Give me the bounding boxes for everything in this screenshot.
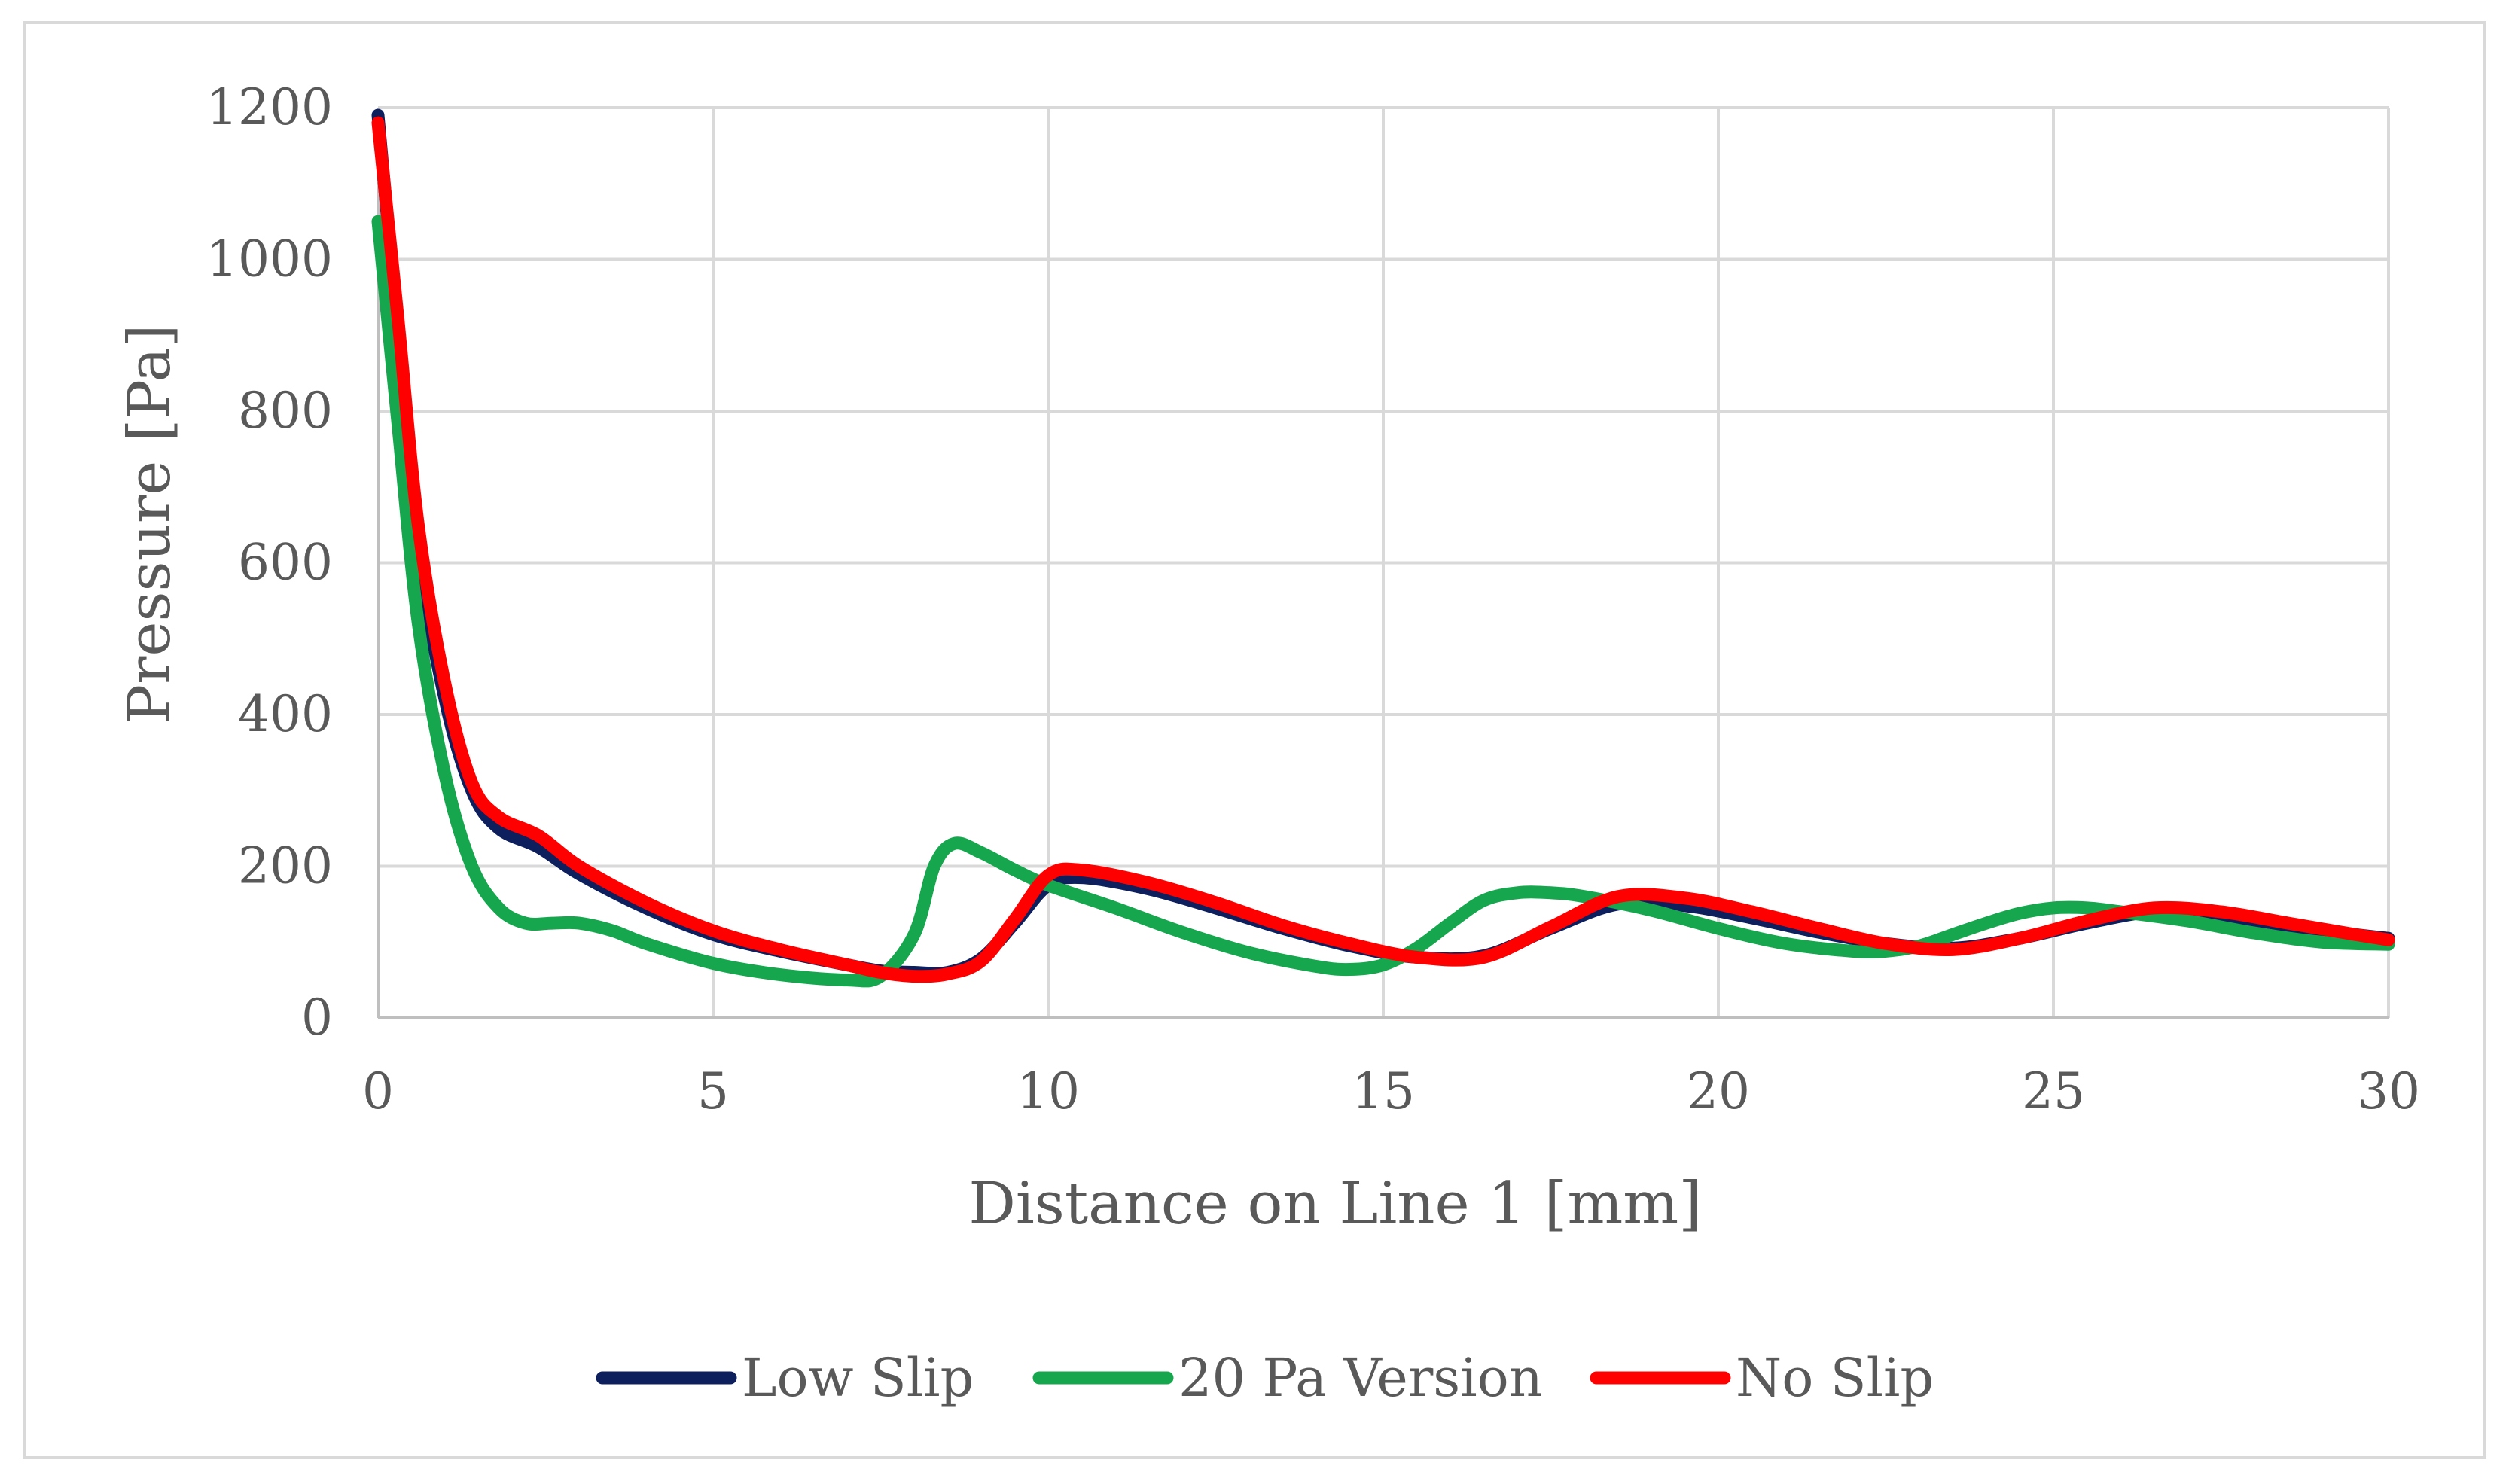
series-lines	[371, 108, 2395, 988]
x-tick-label: 20	[1687, 1062, 1750, 1120]
x-tick-label: 10	[1017, 1062, 1080, 1120]
y-tick-labels: 0 200 400 600 800 1000 1200	[206, 78, 333, 1047]
gridlines	[378, 106, 2390, 1018]
x-tick-label: 0	[362, 1062, 394, 1120]
x-tick-label: 25	[2022, 1062, 2085, 1120]
y-tick-label: 0	[301, 989, 333, 1047]
legend-label: No Slip	[1736, 1347, 1934, 1409]
legend-label: 20 Pa Version	[1178, 1347, 1543, 1409]
x-tick-label: 30	[2357, 1062, 2420, 1120]
legend: Low Slip 20 Pa Version No Slip	[596, 1347, 1934, 1409]
y-tick-label: 200	[238, 837, 333, 895]
legend-label: Low Slip	[742, 1347, 974, 1409]
x-axis-title: Distance on Line 1 [mm]	[968, 1170, 1701, 1238]
y-tick-label: 400	[238, 685, 333, 743]
series-line-20-pa-version	[371, 215, 2395, 988]
x-tick-label: 5	[697, 1062, 729, 1120]
x-tick-label: 15	[1352, 1062, 1415, 1120]
series-line-no-slip	[371, 116, 2395, 983]
y-tick-label: 1000	[206, 230, 333, 288]
y-tick-label: 800	[238, 382, 333, 440]
y-axis-title: Pressure [Pa]	[116, 325, 184, 724]
x-tick-labels: 0 5 10 15 20 25 30	[362, 1062, 2420, 1120]
y-tick-label: 600	[238, 534, 333, 592]
y-tick-label: 1200	[206, 78, 333, 136]
